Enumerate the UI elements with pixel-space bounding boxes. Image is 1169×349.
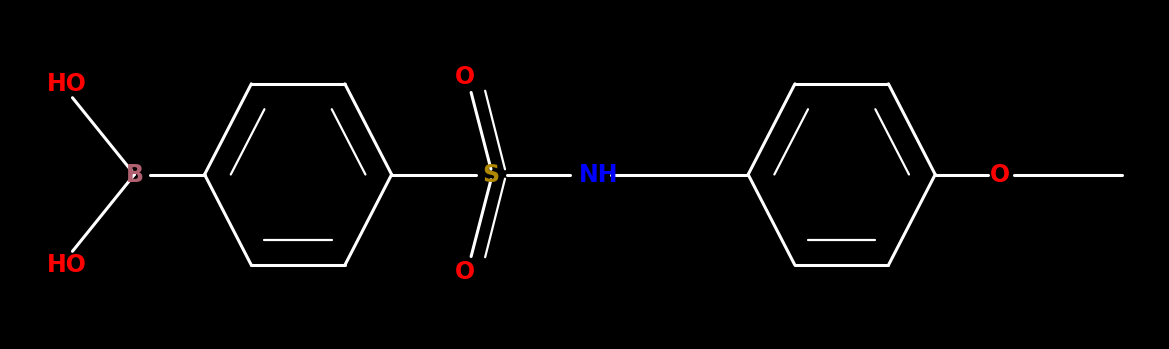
Text: O: O [989, 163, 1010, 186]
Text: HO: HO [47, 72, 87, 96]
Text: S: S [483, 163, 499, 186]
Text: B: B [125, 163, 144, 186]
Text: NH: NH [579, 163, 618, 186]
Text: O: O [455, 65, 476, 89]
Text: O: O [455, 260, 476, 284]
Text: HO: HO [47, 253, 87, 277]
